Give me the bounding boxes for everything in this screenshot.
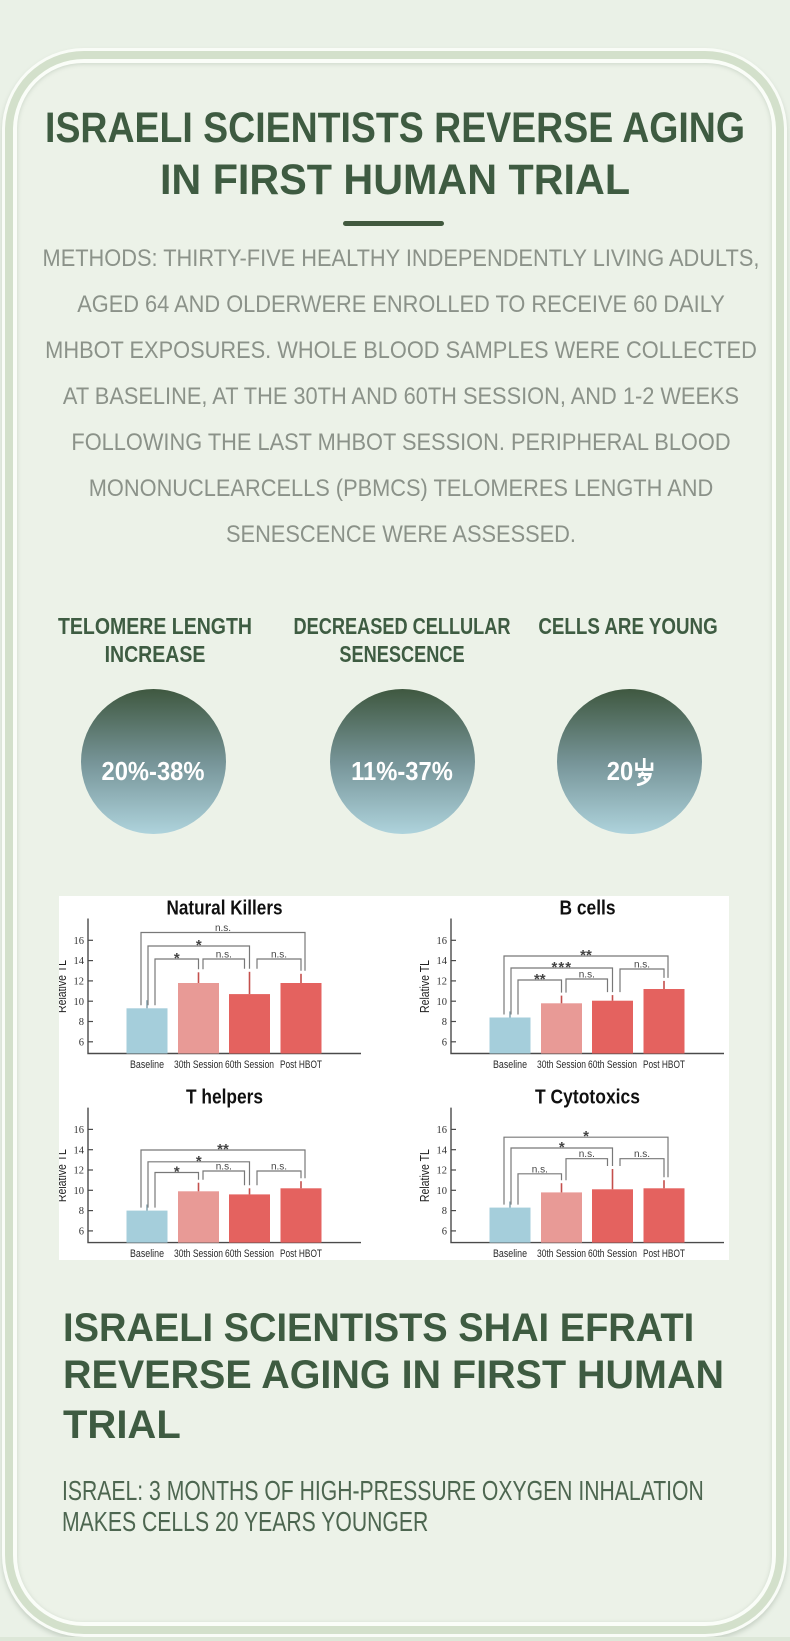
svg-text:6: 6 (442, 1227, 447, 1238)
svg-text:n.s.: n.s. (216, 1162, 232, 1173)
svg-text:***: *** (552, 959, 573, 976)
svg-text:n.s.: n.s. (271, 1162, 287, 1173)
svg-text:60th Session: 60th Session (588, 1248, 637, 1260)
svg-text:n.s.: n.s. (634, 960, 650, 971)
svg-text:n.s.: n.s. (579, 970, 595, 981)
svg-text:30th Session: 30th Session (537, 1248, 586, 1260)
svg-text:8: 8 (79, 1017, 84, 1028)
svg-text:60th Session: 60th Session (588, 1059, 637, 1071)
svg-text:6: 6 (442, 1037, 447, 1048)
svg-text:Baseline: Baseline (493, 1059, 527, 1071)
svg-text:16: 16 (74, 936, 85, 947)
svg-text:10: 10 (74, 997, 85, 1008)
svg-text:Baseline: Baseline (130, 1059, 164, 1071)
svg-text:*: * (174, 950, 180, 967)
svg-text:Post HBOT: Post HBOT (643, 1059, 685, 1071)
svg-text:30th Session: 30th Session (537, 1059, 586, 1071)
svg-text:Post HBOT: Post HBOT (643, 1248, 685, 1260)
svg-text:n.s.: n.s. (579, 1149, 595, 1160)
svg-text:Relative TL: Relative TL (59, 960, 69, 1013)
svg-text:8: 8 (442, 1017, 447, 1028)
svg-text:Relative TL: Relative TL (418, 960, 432, 1013)
svg-text:16: 16 (437, 936, 448, 947)
svg-text:Relative TL: Relative TL (418, 1149, 432, 1202)
svg-text:8: 8 (79, 1206, 84, 1217)
svg-text:T Cytotoxics: T Cytotoxics (535, 1087, 640, 1109)
svg-text:60th Session: 60th Session (225, 1059, 274, 1071)
svg-text:**: ** (534, 971, 546, 988)
svg-text:12: 12 (74, 1166, 85, 1177)
svg-text:*: * (583, 1128, 589, 1145)
svg-text:60th Session: 60th Session (225, 1248, 274, 1260)
svg-text:12: 12 (437, 1166, 448, 1177)
svg-text:**: ** (217, 1141, 229, 1158)
svg-text:Baseline: Baseline (130, 1248, 164, 1260)
svg-text:8: 8 (442, 1206, 447, 1217)
svg-text:n.s.: n.s. (634, 1149, 650, 1160)
svg-text:*: * (174, 1164, 180, 1181)
svg-text:12: 12 (74, 977, 85, 988)
svg-text:Baseline: Baseline (493, 1248, 527, 1260)
svg-text:**: ** (580, 947, 592, 964)
svg-text:30th Session: 30th Session (174, 1248, 223, 1260)
svg-text:30th Session: 30th Session (174, 1059, 223, 1071)
svg-text:n.s.: n.s. (216, 950, 232, 961)
svg-text:14: 14 (437, 956, 448, 967)
svg-text:*: * (196, 1153, 202, 1170)
svg-text:6: 6 (79, 1037, 84, 1048)
svg-text:Natural Killers: Natural Killers (167, 898, 283, 920)
svg-text:T helpers: T helpers (186, 1087, 263, 1109)
svg-text:Post HBOT: Post HBOT (280, 1059, 322, 1071)
svg-text:*: * (196, 937, 202, 954)
svg-text:10: 10 (437, 997, 448, 1008)
svg-text:n.s.: n.s. (532, 1164, 548, 1175)
svg-text:n.s.: n.s. (271, 950, 287, 961)
svg-text:14: 14 (437, 1145, 448, 1156)
svg-text:14: 14 (74, 1145, 85, 1156)
svg-text:16: 16 (437, 1125, 448, 1136)
svg-text:Post HBOT: Post HBOT (280, 1248, 322, 1260)
svg-text:12: 12 (437, 977, 448, 988)
svg-text:*: * (559, 1139, 565, 1156)
svg-text:6: 6 (79, 1227, 84, 1238)
svg-text:14: 14 (74, 956, 85, 967)
svg-text:16: 16 (74, 1125, 85, 1136)
svg-text:10: 10 (437, 1186, 448, 1197)
svg-text:Relative TL: Relative TL (59, 1149, 69, 1202)
svg-text:B cells: B cells (560, 898, 616, 920)
svg-text:n.s.: n.s. (215, 923, 231, 934)
svg-text:10: 10 (74, 1186, 85, 1197)
